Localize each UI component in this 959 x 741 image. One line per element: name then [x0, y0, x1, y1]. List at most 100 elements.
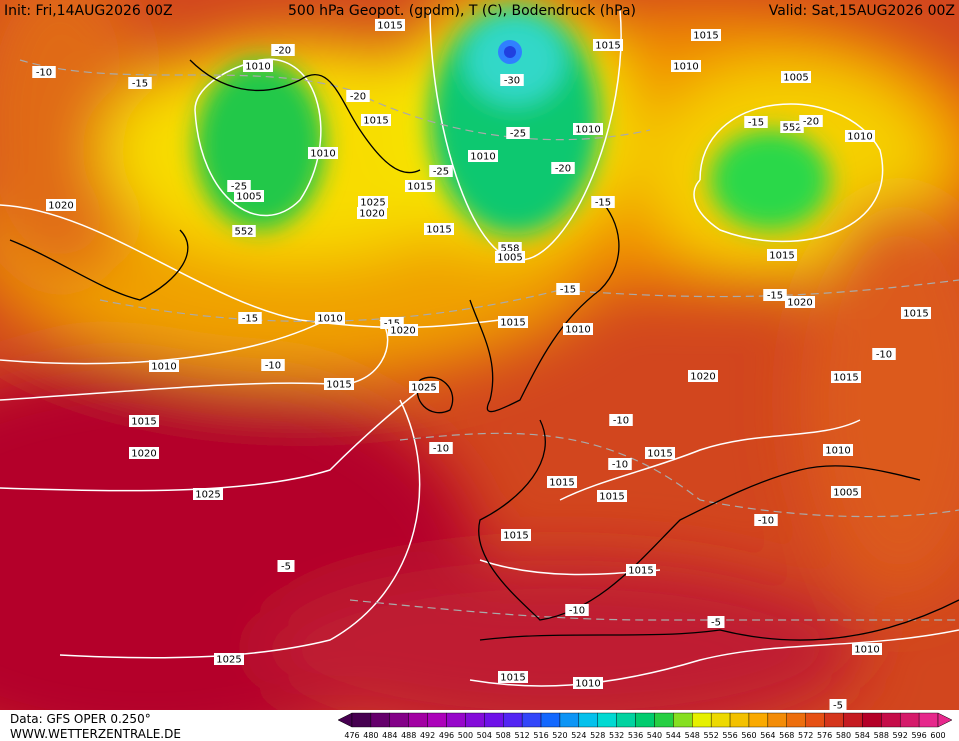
map-label: -20 — [555, 164, 571, 175]
map-label: 1015 — [407, 182, 432, 193]
map-labels: 1015 1015 1015 1010 1005 1010 -20 -10 -15 -20 -30 1… — [32, 19, 931, 712]
map-label: -5 — [281, 562, 291, 573]
map-label: 1025 — [195, 490, 220, 501]
label-box — [405, 180, 435, 192]
map-label: 1015 — [647, 449, 672, 460]
map-label: 1015 — [500, 673, 525, 684]
label-box — [551, 162, 575, 174]
label-box — [547, 476, 577, 488]
label-box — [234, 190, 264, 202]
map-label: -25 — [433, 167, 449, 178]
map-label: 1010 — [470, 152, 495, 163]
map-label: 1010 — [575, 125, 600, 136]
colorbar-tick-label: 516 — [533, 731, 548, 740]
colorbar-tick-label: 536 — [628, 731, 643, 740]
label-box — [129, 447, 159, 459]
label-box — [901, 307, 931, 319]
map-label: -20 — [275, 46, 291, 57]
valid-text: Valid: Sat,15AUG2026 00Z — [769, 3, 955, 19]
map-label: 1020 — [690, 372, 715, 383]
colorbar-cell — [862, 712, 882, 728]
colorbar-cell — [351, 712, 372, 728]
colorbar-cell — [578, 712, 598, 728]
colorbar-tick-label: 544 — [666, 731, 681, 740]
colorbar-tick-label: 580 — [836, 731, 851, 740]
label-box — [32, 66, 56, 78]
map-label: -15 — [767, 291, 783, 302]
map-label: -30 — [504, 76, 520, 87]
label-box — [498, 316, 528, 328]
label-box — [831, 371, 861, 383]
map-label: 1020 — [787, 298, 812, 309]
colorbar-cell — [559, 712, 580, 728]
label-box — [388, 324, 418, 336]
map-label: 1015 — [595, 41, 620, 52]
label-box — [573, 123, 603, 135]
label-box — [46, 199, 76, 211]
label-box — [238, 312, 262, 324]
map-label: 1015 — [377, 21, 402, 32]
colorbar-tick-label: 596 — [911, 731, 926, 740]
colorbar-cell — [824, 712, 844, 728]
colorbar-cell — [503, 712, 523, 728]
label-box — [872, 348, 896, 360]
label-box — [845, 130, 875, 142]
map-label: 1010 — [847, 132, 872, 143]
colorbar-tick-label: 492 — [420, 731, 435, 740]
map-label: 1015 — [500, 318, 525, 329]
label-box — [409, 381, 439, 393]
label-box — [781, 71, 811, 83]
label-box — [506, 127, 530, 139]
map-label: 1015 — [131, 417, 156, 428]
label-box — [688, 370, 718, 382]
label-box — [500, 74, 524, 86]
map-label: -5 — [711, 618, 721, 629]
map-label: 1005 — [783, 73, 808, 84]
label-box — [573, 677, 603, 689]
map-label: 1015 — [599, 492, 624, 503]
colorbar-cell — [805, 712, 825, 728]
map-label: 1010 — [151, 362, 176, 373]
map-label: -15 — [560, 285, 576, 296]
label-box — [128, 77, 152, 89]
label-box — [308, 147, 338, 159]
colorbar-tick-label: 548 — [685, 731, 700, 740]
colorbar-tick-label: 524 — [571, 731, 586, 740]
label-box — [315, 312, 345, 324]
colorbar-tick-label: 476 — [344, 731, 359, 740]
map-label: 552 — [782, 123, 801, 134]
colorbar-cell — [881, 712, 901, 728]
label-box — [429, 442, 453, 454]
map-label: 1015 — [903, 309, 928, 320]
label-box — [744, 116, 768, 128]
map-label: 558 — [500, 244, 519, 255]
label-box — [785, 296, 815, 308]
map-label: 1020 — [390, 326, 415, 337]
colorbar-cell — [616, 712, 636, 728]
map-label: 1025 — [411, 383, 436, 394]
colorbar-arrow — [937, 712, 953, 728]
label-box — [829, 699, 847, 711]
label-box — [852, 643, 882, 655]
label-box — [556, 283, 580, 295]
map-label: 1010 — [245, 62, 270, 73]
colorbar-tick-label: 576 — [817, 731, 832, 740]
colorbar-cell — [918, 712, 939, 728]
label-box — [767, 249, 797, 261]
label-box — [597, 490, 627, 502]
label-box — [468, 150, 498, 162]
map-label: 552 — [234, 227, 253, 238]
label-box — [375, 19, 405, 31]
label-box — [193, 488, 223, 500]
map-label: 1005 — [497, 253, 522, 264]
colorbar-tick-label: 500 — [458, 731, 473, 740]
colorbar-cell — [408, 712, 428, 728]
label-box — [243, 60, 273, 72]
label-box — [346, 90, 370, 102]
map-label: -10 — [433, 444, 449, 455]
colorbar-tick-label: 484 — [382, 731, 397, 740]
map-label: 1015 — [426, 225, 451, 236]
map-title: 500 hPa Geopot. (gpdm), T (C), Bodendruc… — [288, 3, 636, 19]
